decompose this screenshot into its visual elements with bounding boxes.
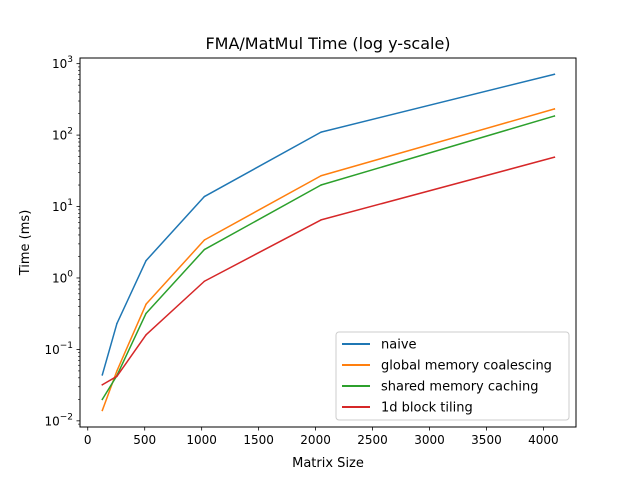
chart-title: FMA/MatMul Time (log y-scale) bbox=[205, 34, 450, 53]
legend-frame bbox=[335, 331, 570, 421]
y-axis-label: Time (ms) bbox=[18, 210, 33, 277]
series-line-3 bbox=[101, 156, 556, 386]
x-tick-label: 0 bbox=[84, 433, 92, 447]
data-point bbox=[203, 248, 206, 251]
data-point bbox=[553, 108, 556, 110]
x-tick-label: 1000 bbox=[186, 433, 217, 447]
y-tick-label: 10−1 bbox=[44, 341, 73, 357]
data-point bbox=[553, 73, 556, 76]
data-point bbox=[203, 280, 206, 282]
x-axis-label: Matrix Size bbox=[292, 456, 364, 471]
x-tick-label: 4000 bbox=[528, 433, 559, 447]
data-point bbox=[145, 334, 147, 336]
data-point bbox=[101, 384, 104, 386]
x-tick-label: 500 bbox=[133, 433, 156, 447]
legend-label: shared memory caching bbox=[381, 380, 538, 395]
x-tick-label: 1500 bbox=[243, 433, 274, 447]
data-point bbox=[203, 239, 206, 241]
legend: naive global memory coalescing shared memo… bbox=[335, 331, 570, 421]
data-point bbox=[145, 259, 147, 262]
data-point bbox=[101, 374, 104, 376]
x-tick-label: 2500 bbox=[357, 433, 388, 447]
data-point bbox=[320, 219, 322, 221]
data-point bbox=[320, 131, 322, 133]
legend-label: 1d block tiling bbox=[381, 401, 473, 416]
y-axis-ticks: 10−2 10−1 100 101 102 103 bbox=[44, 55, 80, 428]
x-axis-ticks: 0 500 1000 1500 2000 2500 3000 3500 4000 bbox=[84, 427, 559, 447]
data-point bbox=[320, 174, 322, 177]
data-point bbox=[203, 195, 206, 198]
x-tick-label: 2000 bbox=[300, 433, 331, 447]
series-layer bbox=[101, 73, 556, 412]
data-point bbox=[553, 115, 556, 117]
y-tick-label: 103 bbox=[52, 55, 73, 71]
series-line-2 bbox=[101, 115, 556, 401]
legend-label: global memory coalescing bbox=[381, 359, 552, 374]
series-line-0 bbox=[101, 73, 556, 376]
y-tick-label: 100 bbox=[52, 269, 73, 285]
y-tick-label: 10−2 bbox=[44, 412, 73, 428]
data-point bbox=[101, 409, 104, 412]
legend-label: naive bbox=[381, 338, 417, 353]
data-point bbox=[145, 312, 147, 315]
data-point bbox=[553, 156, 556, 158]
data-point bbox=[101, 398, 104, 401]
data-point bbox=[116, 322, 118, 325]
data-point bbox=[145, 303, 147, 305]
y-tick-label: 102 bbox=[52, 127, 73, 143]
y-tick-label: 101 bbox=[52, 198, 73, 214]
data-point bbox=[116, 370, 118, 372]
x-tick-label: 3500 bbox=[471, 433, 502, 447]
plot-frame bbox=[79, 57, 577, 428]
x-tick-label: 3000 bbox=[414, 433, 445, 447]
data-point bbox=[320, 184, 322, 186]
data-point bbox=[116, 375, 118, 378]
